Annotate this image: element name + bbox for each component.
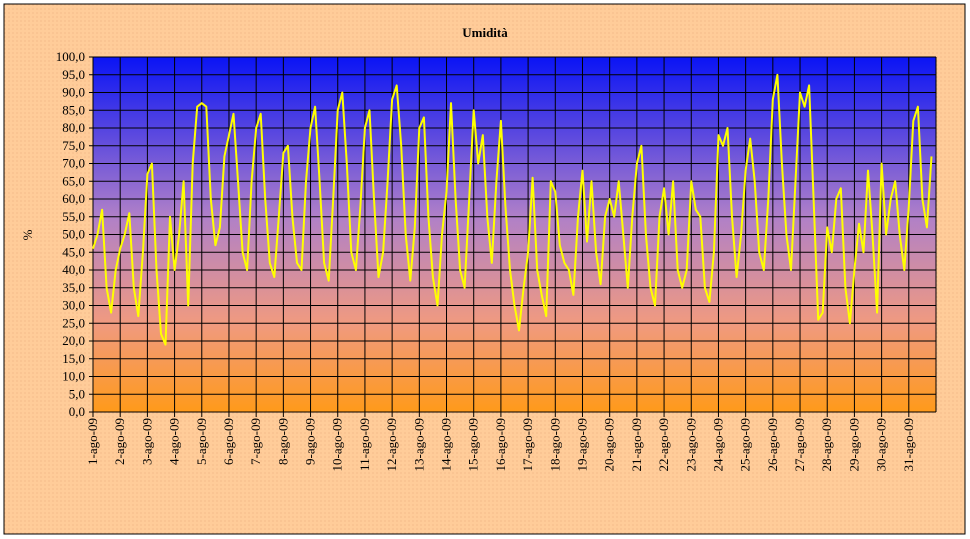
y-tick-label: 0,0: [69, 404, 85, 419]
y-tick-label: 70,0: [62, 156, 85, 171]
y-tick-label: 20,0: [62, 333, 85, 348]
x-tick-label: 30-ago-09: [874, 418, 889, 471]
y-tick-label: 30,0: [62, 298, 85, 313]
x-tick-label: 31-ago-09: [901, 418, 916, 471]
x-tick-label: 14-ago-09: [439, 418, 454, 471]
x-tick-label: 6-ago-09: [221, 418, 236, 465]
x-tick-label: 20-ago-09: [602, 418, 617, 471]
x-tick-label: 10-ago-09: [330, 418, 345, 471]
x-tick-label: 22-ago-09: [656, 418, 671, 471]
y-tick-label: 95,0: [62, 67, 85, 82]
x-tick-label: 13-ago-09: [411, 418, 426, 471]
x-tick-label: 3-ago-09: [139, 418, 154, 465]
x-tick-label: 18-ago-09: [547, 418, 562, 471]
x-tick-label: 23-ago-09: [683, 418, 698, 471]
y-tick-label: 60,0: [62, 191, 85, 206]
y-tick-label: 50,0: [62, 227, 85, 242]
y-tick-label: 55,0: [62, 209, 85, 224]
x-tick-label: 26-ago-09: [765, 418, 780, 471]
y-tick-label: 65,0: [62, 173, 85, 188]
x-tick-label: 5-ago-09: [194, 418, 209, 465]
x-tick-label: 15-ago-09: [466, 418, 481, 471]
x-tick-label: 4-ago-09: [167, 418, 182, 465]
y-tick-label: 15,0: [62, 351, 85, 366]
y-axis-label: %: [20, 229, 35, 240]
y-tick-label: 75,0: [62, 138, 85, 153]
y-tick-label: 35,0: [62, 280, 85, 295]
x-tick-label: 29-ago-09: [846, 418, 861, 471]
y-tick-label: 25,0: [62, 315, 85, 330]
y-tick-label: 85,0: [62, 102, 85, 117]
x-tick-label: 2-ago-09: [112, 418, 127, 465]
y-tick-label: 10,0: [62, 369, 85, 384]
x-tick-label: 19-ago-09: [574, 418, 589, 471]
humidity-line: [92, 73, 933, 346]
x-tick-label: 7-ago-09: [248, 418, 263, 465]
x-tick-label: 25-ago-09: [738, 418, 753, 471]
y-tick-label: 40,0: [62, 262, 85, 277]
y-tick-label: 90,0: [62, 85, 85, 100]
x-tick-label: 16-ago-09: [493, 418, 508, 471]
x-tick-label: 24-ago-09: [710, 418, 725, 471]
x-tick-label: 27-ago-09: [792, 418, 807, 471]
x-tick-label: 11-ago-09: [357, 418, 372, 471]
y-tick-label: 100,0: [56, 49, 85, 64]
y-tick-label: 5,0: [69, 386, 85, 401]
chart-title: Umidità: [462, 25, 508, 40]
x-tick-label: 12-ago-09: [384, 418, 399, 471]
y-tick-label: 80,0: [62, 120, 85, 135]
x-tick-label: 9-ago-09: [303, 418, 318, 465]
x-tick-label: 17-ago-09: [520, 418, 535, 471]
x-tick-label: 8-ago-09: [275, 418, 290, 465]
x-tick-label: 1-ago-09: [85, 418, 100, 465]
y-tick-label: 45,0: [62, 244, 85, 259]
x-tick-label: 21-ago-09: [629, 418, 644, 471]
x-tick-label: 28-ago-09: [819, 418, 834, 471]
